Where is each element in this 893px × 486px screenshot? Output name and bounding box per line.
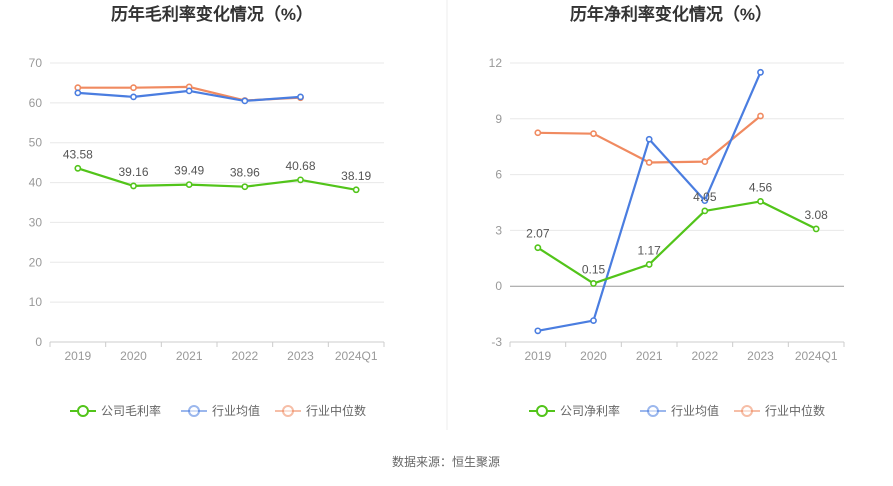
x-tick-label: 2023 (287, 349, 314, 363)
series-line-1 (77, 167, 357, 191)
x-tick-label: 2021 (636, 349, 663, 363)
data-point (297, 93, 304, 101)
y-tick-label: 20 (29, 255, 43, 269)
y-tick-label: 6 (495, 168, 502, 182)
x-tick-label: 2023 (747, 349, 774, 363)
legend-label: 行业均值 (671, 403, 719, 418)
legend-marker (647, 405, 659, 417)
data-point (352, 186, 360, 194)
data-label: 38.19 (341, 169, 371, 183)
data-label: 4.56 (749, 180, 773, 194)
data-label: 43.58 (63, 147, 93, 161)
chart-title: 历年毛利率变化情况（%） (111, 4, 313, 24)
legend-label: 行业中位数 (306, 403, 366, 418)
legend-label: 行业中位数 (765, 403, 825, 418)
x-tick-label: 2022 (691, 349, 718, 363)
data-label: 38.96 (230, 166, 260, 180)
chart-panel-2: 历年净利率变化情况（%） -3 0 3 6 9 12 2019 2020 2021 2022 2023… (489, 4, 845, 418)
y-tick-label: 30 (29, 215, 43, 229)
data-point (757, 112, 764, 120)
legend-item-3: 行业中位数 (734, 403, 825, 418)
data-point (701, 197, 709, 205)
legend-marker (536, 405, 548, 417)
data-point (757, 197, 764, 205)
data-point (130, 84, 137, 92)
data-point (185, 181, 193, 189)
series-line-1 (537, 200, 817, 285)
data-source-text: 数据来源：恒生聚源 (392, 454, 500, 469)
x-tick-label: 2020 (120, 349, 147, 363)
data-label: 1.17 (637, 243, 661, 257)
legend-marker (282, 405, 294, 417)
legend-label: 公司净利率 (560, 403, 620, 418)
data-point (130, 182, 137, 190)
legend-marker (188, 405, 200, 417)
y-tick-label: 9 (495, 112, 502, 126)
y-tick-label: -3 (491, 335, 502, 349)
y-tick-label: 70 (29, 56, 43, 70)
data-point (534, 327, 542, 335)
legend-item-2: 行业均值 (640, 403, 719, 418)
x-tick-label: 2019 (64, 349, 91, 363)
y-tick-label: 50 (29, 136, 43, 150)
x-tick-label: 2024Q1 (335, 349, 378, 363)
data-point (534, 129, 542, 137)
data-label: 39.49 (174, 164, 204, 178)
data-label: 4.05 (693, 190, 717, 204)
data-point (590, 280, 597, 287)
data-label: 0.15 (582, 262, 606, 276)
data-point (645, 261, 653, 268)
data-label: 3.08 (804, 208, 828, 222)
data-point (297, 176, 304, 184)
data-point (74, 89, 82, 97)
y-tick-label: 12 (489, 56, 503, 70)
data-point (645, 135, 653, 143)
data-point (812, 225, 820, 233)
data-point (757, 68, 764, 76)
y-tick-label: 3 (495, 223, 502, 237)
data-point (701, 207, 709, 215)
data-point (185, 87, 193, 95)
data-point (701, 158, 709, 165)
y-tick-label: 10 (29, 295, 43, 309)
legend-label: 公司毛利率 (101, 403, 161, 418)
legend-item-1: 公司净利率 (529, 403, 620, 418)
data-label: 40.68 (285, 159, 315, 173)
data-point (74, 164, 82, 172)
chart-panel-1: 历年毛利率变化情况（%） 0 10 20 30 40 50 60 70 2019 2020 2021 2… (29, 4, 385, 418)
legend-item-3: 行业中位数 (275, 403, 366, 418)
chart-title: 历年净利率变化情况（%） (570, 4, 772, 24)
data-point (590, 130, 597, 138)
data-point (590, 317, 597, 325)
data-label: 39.16 (118, 165, 148, 179)
x-tick-label: 2019 (524, 349, 551, 363)
data-label: 2.07 (526, 227, 550, 241)
y-tick-label: 60 (29, 96, 43, 110)
data-point (534, 244, 542, 252)
x-tick-label: 2021 (176, 349, 203, 363)
data-point (130, 93, 137, 101)
legend-item-1: 公司毛利率 (70, 403, 161, 418)
y-tick-label: 40 (29, 176, 43, 190)
legend-label: 行业均值 (212, 403, 260, 418)
legend-marker (741, 405, 753, 417)
y-tick-label: 0 (495, 279, 502, 293)
x-tick-label: 2020 (580, 349, 607, 363)
data-point (241, 183, 249, 191)
x-tick-label: 2022 (231, 349, 258, 363)
legend-marker (77, 405, 89, 417)
y-tick-label: 0 (35, 335, 42, 349)
x-tick-label: 2024Q1 (795, 349, 838, 363)
series-line-2 (537, 71, 762, 332)
data-point (241, 97, 249, 105)
legend-item-2: 行业均值 (181, 403, 260, 418)
data-point (645, 159, 653, 166)
